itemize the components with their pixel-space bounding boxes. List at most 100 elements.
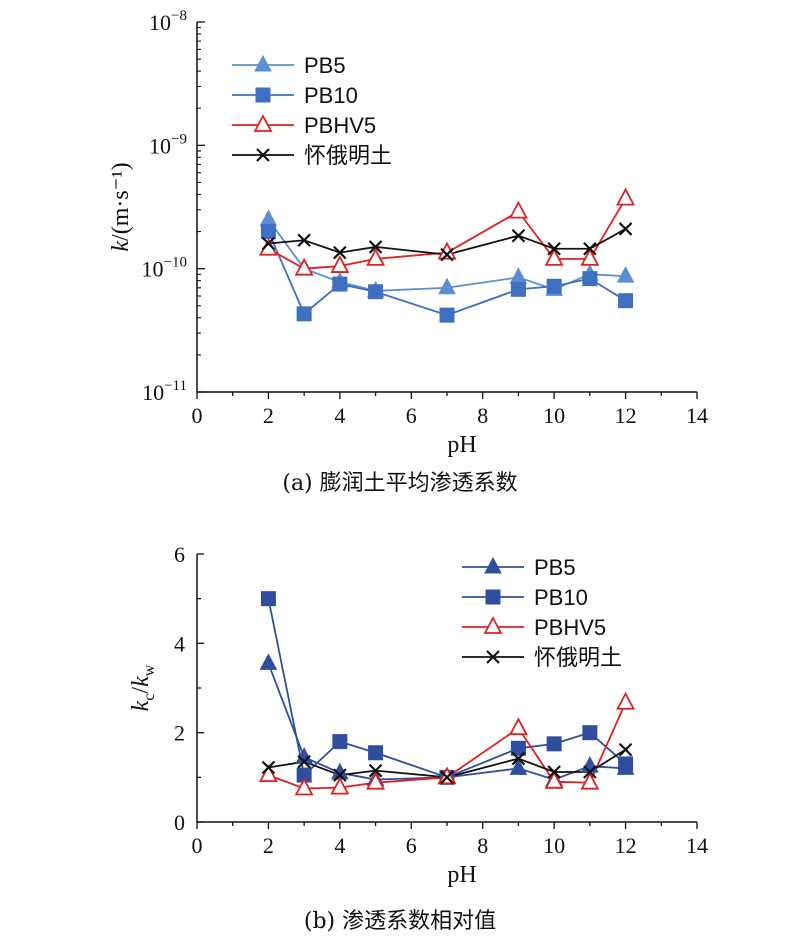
y-tick-label: 10−10 (142, 255, 187, 282)
data-point (509, 758, 528, 775)
y-tick-label: 10−11 (142, 378, 187, 405)
data-point (330, 776, 350, 795)
data-point (437, 241, 457, 260)
data-point (546, 736, 562, 752)
y-tick-label: 10−9 (149, 131, 187, 158)
data-point (581, 756, 599, 773)
data-point (547, 241, 561, 256)
legend-label: PB5 (534, 555, 576, 580)
data-point (440, 770, 454, 785)
y-tick-label: 0 (174, 810, 185, 835)
y-tick-label: 6 (174, 542, 185, 567)
data-point (260, 591, 276, 607)
data-point (508, 717, 528, 736)
data-point (297, 754, 311, 769)
legend-marker (485, 589, 501, 605)
legend-label: PB5 (304, 53, 346, 78)
y-axis-title: kc/kw (128, 664, 158, 711)
data-point (618, 293, 634, 309)
data-point (258, 764, 278, 782)
data-point (544, 247, 564, 266)
data-point (330, 255, 350, 273)
x-tick-label: 2 (263, 403, 274, 428)
x-tick-label: 14 (686, 833, 708, 858)
x-tick-label: 12 (615, 833, 637, 858)
x-tick-label: 10 (543, 403, 565, 428)
data-point (259, 209, 278, 227)
x-tick-label: 14 (686, 403, 708, 428)
y-tick-label: 2 (174, 721, 185, 746)
data-point (582, 725, 598, 741)
legend-marker (255, 87, 271, 103)
data-point (261, 760, 276, 775)
data-point (260, 224, 276, 240)
data-point (439, 307, 455, 323)
data-point (333, 245, 347, 260)
legend-label: PBHV5 (304, 113, 376, 138)
data-point (544, 770, 564, 789)
data-point (366, 771, 386, 790)
data-point (508, 200, 528, 219)
data-point (368, 745, 384, 761)
data-point (618, 222, 633, 236)
data-point (509, 267, 528, 284)
x-tick-label: 6 (406, 833, 417, 858)
legend-label: PBHV5 (534, 615, 606, 640)
data-point (332, 276, 348, 292)
legend-label: 怀俄明土 (304, 143, 392, 168)
chart-b-relative-permeability: 0 2 4 6 8 10 12 14 0 2 4 6 PB5 PB10 PBHV5 怀俄明土 pH kc/kw (b… (128, 542, 708, 934)
chart-caption: (a) 膨润土平均渗透系数 (282, 471, 517, 496)
legend-marker (483, 616, 503, 634)
x-tick-label: 12 (615, 403, 637, 428)
data-point (616, 266, 635, 283)
data-point (511, 228, 526, 243)
data-point (547, 765, 561, 779)
data-point (294, 257, 314, 276)
data-point (580, 247, 600, 266)
data-point (582, 271, 598, 287)
data-point (616, 187, 636, 206)
data-point (332, 734, 348, 750)
x-tick-label: 2 (263, 833, 274, 858)
x-tick-label: 8 (477, 403, 488, 428)
data-point (616, 691, 636, 710)
legend-marker (486, 650, 500, 664)
legend-marker (253, 114, 273, 132)
data-point (618, 756, 634, 772)
data-point (440, 247, 454, 262)
data-point (366, 247, 386, 266)
x-tick-label: 10 (543, 833, 565, 858)
data-point (511, 751, 526, 766)
data-point (368, 763, 383, 778)
y-tick-label: 4 (174, 631, 185, 656)
legend-label: PB10 (304, 83, 358, 108)
data-point (261, 236, 276, 251)
x-tick-label: 4 (334, 833, 345, 858)
x-tick-label: 0 (192, 833, 203, 858)
data-point (583, 765, 597, 779)
data-point (438, 277, 456, 295)
chart-a-bentonite-permeability: 0 2 4 6 8 10 12 14 10−11 10−10 10−9 10−8 PB5 PB10 PBHV… (108, 8, 708, 496)
data-point (510, 740, 526, 756)
legend-label: 怀俄明土 (534, 645, 622, 670)
data-point (618, 742, 633, 757)
data-point (546, 278, 562, 294)
data-point (580, 771, 600, 790)
chart-caption: (b) 渗透系数相对值 (304, 909, 496, 934)
legend-marker (254, 54, 272, 72)
y-tick-label: 10−8 (149, 8, 187, 35)
data-point (296, 306, 312, 322)
data-point (510, 281, 526, 297)
legend-marker (484, 556, 502, 574)
data-point (259, 653, 278, 670)
data-point (297, 233, 311, 248)
x-axis-title: pH (447, 862, 476, 888)
data-point (294, 777, 314, 796)
x-tick-label: 6 (406, 403, 417, 428)
data-point (583, 241, 597, 256)
x-tick-label: 0 (192, 403, 203, 428)
data-point (368, 284, 384, 300)
x-tick-label: 8 (477, 833, 488, 858)
x-axis-title: pH (447, 432, 476, 458)
